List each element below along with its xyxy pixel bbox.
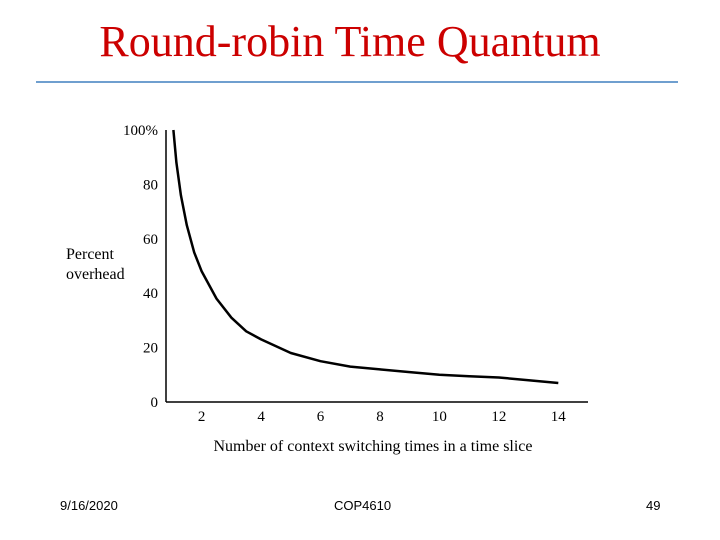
x-tick-label: 2 [198,409,206,425]
y-tick-label: 100% [123,123,158,139]
y-tick-label: 20 [143,341,158,357]
x-tick-label: 10 [432,409,447,425]
y-axis-label-line: overhead [66,266,125,283]
axis-labels: Percent overhead Number of context switchi… [66,246,533,455]
slide-title: Round-robin Time Quantum [99,17,601,66]
x-tick-labels: 2 4 6 8 10 12 14 [198,409,566,425]
overhead-curve [172,129,559,385]
footer-page-number: 49 [646,498,661,513]
y-tick-labels: 0 20 40 60 80 100% [123,123,158,411]
x-tick-label: 4 [257,409,265,425]
overhead-curve-group [172,129,559,385]
x-tick-label: 6 [317,409,325,425]
y-tick-label: 40 [143,286,158,302]
x-tick-label: 12 [491,409,506,425]
y-axis-label-line: Percent [66,246,115,263]
y-tick-label: 80 [143,177,158,193]
x-tick-label: 8 [376,409,384,425]
x-axis-label: Number of context switching times in a t… [213,438,532,455]
y-tick-label: 60 [143,232,158,248]
chart-axes [165,130,588,403]
footer-course: COP4610 [334,498,392,513]
title-divider [36,81,678,83]
x-tick-label: 14 [551,409,567,425]
footer-date: 9/16/2020 [60,498,118,513]
y-tick-label: 0 [151,395,159,411]
